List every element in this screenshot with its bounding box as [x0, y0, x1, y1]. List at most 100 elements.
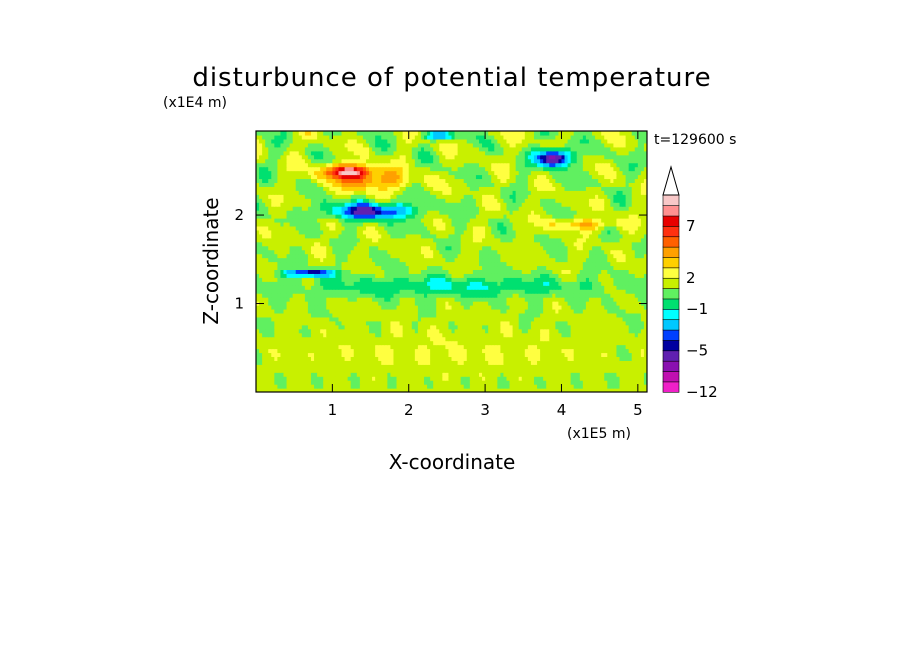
contour-cell: [457, 269, 462, 274]
contour-cell: [283, 312, 288, 318]
contour-cell: [390, 269, 395, 274]
contour-cell: [408, 237, 413, 243]
contour-cell: [506, 273, 511, 278]
contour-cell: [277, 297, 282, 302]
contour-cell: [543, 297, 547, 302]
contour-cell: [384, 253, 388, 259]
contour-cell: [271, 324, 275, 330]
contour-cell: [335, 237, 340, 243]
contour-cell: [619, 245, 624, 251]
contour-cell: [570, 320, 575, 326]
contour-cell: [524, 237, 529, 243]
contour-cell: [390, 356, 395, 361]
contour-cell: [564, 301, 569, 306]
contour-cell: [353, 289, 358, 294]
contour-cell: [375, 340, 379, 346]
contour-cell: [320, 344, 324, 350]
contour-cell: [347, 301, 352, 306]
contour-cell: [533, 336, 538, 342]
contour-cell: [509, 344, 514, 350]
contour-cell: [494, 273, 498, 278]
contour-cell: [552, 277, 556, 282]
contour-cell: [625, 356, 630, 361]
contour-cell: [390, 281, 395, 286]
contour-cell: [482, 364, 486, 369]
contour-cell: [585, 301, 590, 306]
contour-cell: [518, 277, 523, 282]
contour-cell: [607, 344, 611, 350]
contour-cell: [326, 293, 330, 298]
contour-cell: [390, 328, 395, 334]
contour-cell: [472, 257, 477, 263]
contour-cell: [469, 277, 474, 282]
contour-cell: [540, 384, 544, 389]
contour-cell: [289, 285, 294, 290]
contour-cell: [613, 380, 618, 385]
contour-cell: [543, 372, 547, 377]
contour-cell: [488, 312, 492, 318]
contour-cell: [259, 380, 263, 385]
contour-cell: [454, 364, 459, 369]
contour-cell: [417, 241, 422, 247]
contour-cell: [445, 261, 450, 267]
contour-cell: [442, 301, 446, 306]
contour-cell: [564, 320, 569, 326]
contour-cell: [329, 364, 333, 369]
contour-cell: [408, 332, 413, 338]
contour-cell: [472, 380, 477, 385]
contour-cell: [610, 277, 614, 282]
contour-cell: [314, 380, 318, 385]
contour-cell: [619, 297, 624, 302]
contour-cell: [356, 277, 361, 282]
contour-cell: [283, 253, 288, 259]
contour-cell: [332, 320, 337, 326]
contour-cell: [588, 237, 593, 243]
contour-cell: [268, 336, 272, 342]
contour-cell: [304, 273, 309, 278]
contour-cell: [384, 340, 388, 346]
contour-cell: [460, 348, 465, 354]
contour-cell: [543, 305, 547, 310]
contour-cell: [634, 340, 639, 346]
contour-cell: [332, 344, 337, 350]
contour-cell: [570, 380, 575, 385]
contour-cell: [478, 237, 483, 243]
contour-cell: [280, 336, 285, 342]
contour-cell: [329, 328, 333, 334]
contour-cell: [524, 316, 529, 322]
contour-cell: [277, 384, 282, 389]
contour-cell: [457, 384, 462, 389]
contour-cell: [433, 328, 437, 334]
contour-cell: [341, 372, 346, 377]
contour-cell: [637, 265, 642, 270]
contour-cell: [289, 316, 294, 322]
contour-cell: [521, 336, 526, 342]
contour-cell: [564, 241, 569, 247]
contour-cell: [500, 273, 505, 278]
contour-cell: [347, 348, 352, 354]
contour-cell: [271, 289, 275, 294]
contour-cell: [573, 245, 578, 251]
contour-cell: [372, 273, 376, 278]
contour-cell: [298, 364, 303, 369]
contour-cell: [506, 277, 511, 282]
contour-cell: [427, 344, 431, 350]
contour-cell: [286, 332, 291, 338]
contour-cell: [405, 281, 410, 286]
contour-cell: [524, 376, 529, 381]
contour-cell: [317, 328, 321, 334]
contour-cell: [564, 380, 569, 385]
contour-cell: [399, 380, 404, 385]
contour-cell: [515, 237, 520, 243]
contour-cell: [384, 277, 388, 282]
contour-cell: [430, 245, 434, 251]
contour-cell: [482, 328, 486, 334]
contour-cell: [509, 336, 514, 342]
contour-cell: [424, 265, 428, 270]
contour-cell: [527, 320, 532, 326]
contour-cell: [393, 237, 398, 243]
contour-cell: [384, 376, 388, 381]
contour-cell: [445, 277, 450, 282]
contour-cell: [298, 253, 303, 259]
contour-cell: [488, 364, 492, 369]
